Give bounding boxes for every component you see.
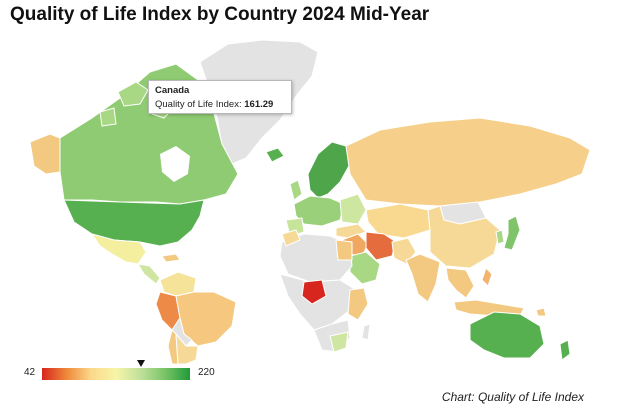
world-map[interactable] — [0, 34, 640, 364]
region-southeast-asia[interactable] — [445, 267, 475, 299]
legend-marker — [137, 360, 146, 367]
region-scandinavia[interactable] — [307, 141, 351, 199]
tooltip-country: Canada — [155, 85, 190, 96]
legend-color-bar — [42, 368, 190, 380]
region-saudi-arabia[interactable] — [349, 251, 381, 285]
region-central-america[interactable] — [137, 263, 161, 285]
region-eastern-europe[interactable] — [339, 193, 367, 225]
region-west-africa[interactable] — [279, 273, 357, 331]
region-turkey[interactable] — [335, 223, 367, 239]
region-usa[interactable] — [63, 199, 205, 247]
region-north-africa[interactable] — [279, 233, 353, 283]
region-japan[interactable] — [503, 215, 521, 251]
tooltip-value: 161.29 — [244, 99, 274, 110]
region-pacific-islands[interactable] — [535, 307, 547, 317]
region-chile[interactable] — [167, 329, 179, 364]
tooltip: Canada Quality of Life Index: 161.29 — [148, 80, 292, 114]
source-credit: Chart: Quality of Life Index — [442, 390, 584, 404]
region-philippines[interactable] — [481, 267, 493, 287]
region-iceland[interactable] — [265, 147, 285, 163]
region-argentina[interactable] — [175, 332, 199, 364]
region-russia[interactable] — [345, 117, 591, 207]
legend-max: 220 — [198, 367, 215, 378]
region-uk[interactable] — [289, 179, 303, 201]
region-korea[interactable] — [495, 229, 505, 245]
region-australia[interactable] — [469, 311, 545, 359]
region-nigeria[interactable] — [301, 279, 327, 305]
region-india[interactable] — [405, 253, 441, 303]
region-caribbean[interactable] — [161, 253, 181, 263]
region-alaska[interactable] — [29, 133, 61, 175]
region-iran[interactable] — [365, 231, 397, 261]
region-south-africa[interactable] — [329, 331, 349, 353]
region-egypt[interactable] — [335, 239, 353, 261]
region-east-africa[interactable] — [347, 287, 369, 321]
source-prefix: Chart: — [441, 390, 478, 404]
source-name: Quality of Life Index — [477, 390, 584, 404]
hudson-bay — [160, 146, 190, 182]
legend-min: 42 — [24, 367, 36, 378]
region-madagascar[interactable] — [361, 323, 371, 341]
map-title: Quality of Life Index by Country 2024 Mi… — [10, 4, 430, 25]
region-new-zealand[interactable] — [559, 339, 571, 361]
region-china[interactable] — [427, 205, 501, 269]
region-morocco[interactable] — [281, 229, 301, 247]
tooltip-label: Quality of Life Index: — [155, 99, 242, 110]
region-central-asia[interactable] — [365, 203, 431, 239]
